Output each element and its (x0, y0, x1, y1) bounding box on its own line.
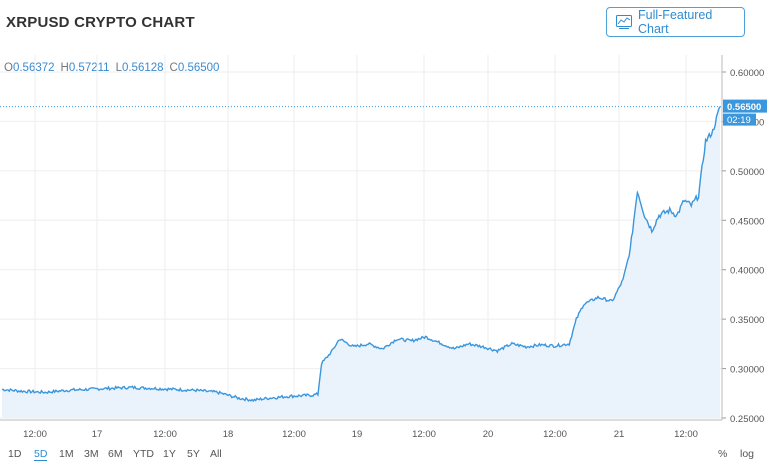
y-tick-label: 0.45000 (730, 216, 764, 227)
log-scale-toggle[interactable]: log (740, 448, 755, 460)
x-tick-label: 12:00 (23, 429, 47, 440)
y-tick-label: 0.30000 (730, 365, 764, 376)
page-title: XRPUSD CRYPTO CHART (6, 14, 195, 31)
close-readout: C0.56500 (169, 62, 220, 74)
range-6m-button[interactable]: 6M (108, 448, 123, 460)
percent-scale-toggle[interactable]: % (718, 448, 728, 460)
x-tick-label: 17 (92, 429, 103, 440)
range-5d-button[interactable]: 5D (34, 448, 48, 461)
range-5y-button[interactable]: 5Y (187, 448, 200, 460)
last-price-badge (723, 99, 767, 113)
x-tick-label: 19 (352, 429, 363, 440)
x-tick-label: 12:00 (153, 429, 177, 440)
range-3m-button[interactable]: 3M (84, 448, 99, 460)
y-tick-label: 0.25000 (730, 414, 764, 425)
full-featured-chart-button[interactable]: Full-Featured Chart (606, 7, 745, 37)
low-readout: L0.56128 (115, 62, 164, 74)
y-tick-label: 0.35000 (730, 315, 764, 326)
ohlc-readout: O0.56372 H0.57211 L0.56128 C0.56500 (4, 62, 219, 74)
last-price-label: 0.56500 (727, 102, 761, 113)
x-tick-label: 21 (614, 429, 625, 440)
y-tick-label: 0.50000 (730, 167, 764, 178)
full-featured-chart-label: Full-Featured Chart (638, 8, 713, 36)
x-tick-label: 18 (223, 429, 234, 440)
x-tick-label: 12:00 (412, 429, 436, 440)
range-ytd-button[interactable]: YTD (133, 448, 154, 460)
countdown-badge (723, 113, 756, 126)
x-tick-label: 20 (483, 429, 494, 440)
open-readout: O0.56372 (4, 62, 55, 74)
countdown-label: 02:19 (727, 115, 751, 126)
x-tick-label: 12:00 (674, 429, 698, 440)
series-area (2, 106, 720, 418)
range-1y-button[interactable]: 1Y (163, 448, 176, 460)
range-1d-button[interactable]: 1D (8, 448, 22, 460)
high-readout: H0.57211 (60, 62, 110, 74)
x-tick-label: 12:00 (282, 429, 306, 440)
range-toolbar: 1D 5D 1M 3M 6M YTD 1Y 5Y All % log (0, 446, 768, 462)
price-chart[interactable]: 0.600000.550000.500000.450000.400000.350… (0, 55, 768, 443)
y-tick-label: 0.40000 (730, 266, 764, 277)
series-line (1, 106, 721, 403)
range-all-button[interactable]: All (210, 448, 222, 460)
x-tick-label: 12:00 (543, 429, 567, 440)
range-1m-button[interactable]: 1M (59, 448, 74, 460)
y-tick-label: 0.60000 (730, 68, 764, 79)
chart-icon (616, 15, 632, 29)
